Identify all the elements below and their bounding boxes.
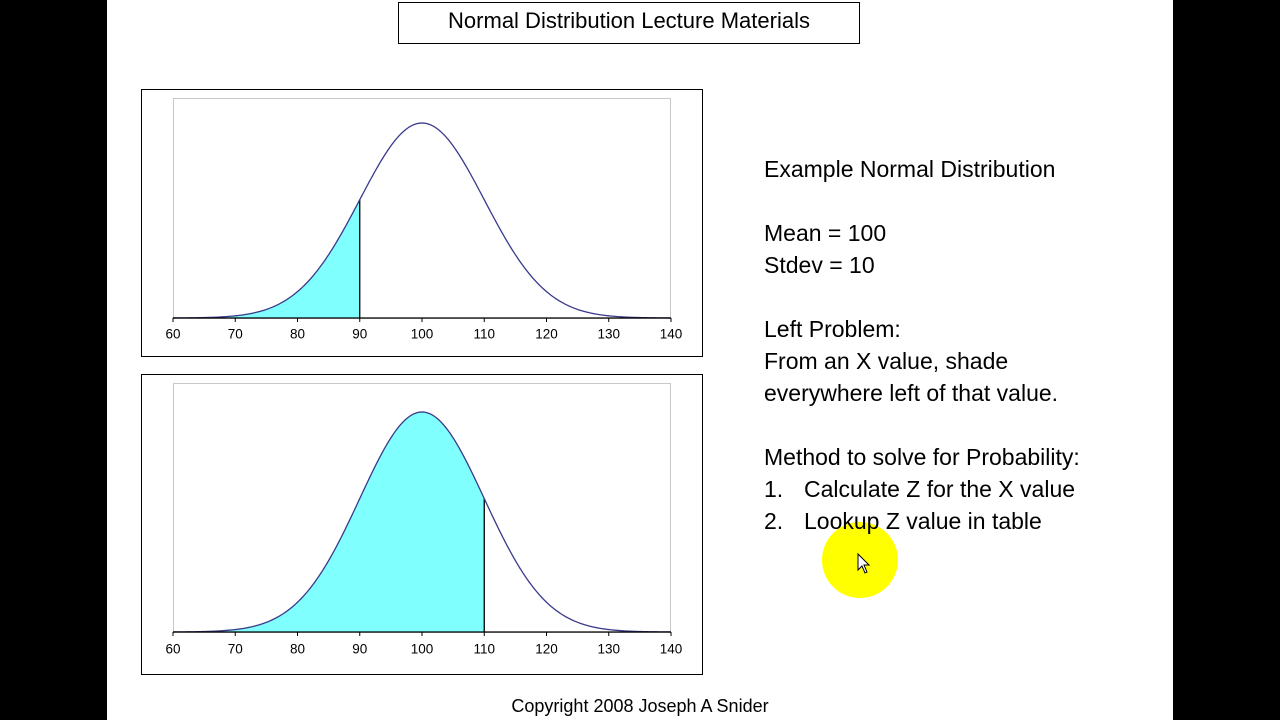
step-text: Lookup Z value in table <box>804 508 1042 534</box>
x-tick-label: 100 <box>411 642 434 657</box>
x-tick-label: 130 <box>597 642 620 657</box>
mouse-cursor <box>857 552 871 574</box>
x-tick-label: 80 <box>290 327 305 342</box>
x-tick-label: 70 <box>228 327 243 342</box>
x-tick-label: 100 <box>411 327 434 342</box>
x-tick-label: 110 <box>473 642 495 657</box>
slide-title: Normal Distribution Lecture Materials <box>448 8 810 33</box>
step-number: 2. <box>764 508 783 534</box>
density-curve <box>172 411 672 633</box>
x-tick-label: 60 <box>165 327 180 342</box>
x-tick-label: 110 <box>473 327 495 342</box>
x-tick-label: 120 <box>535 642 558 657</box>
x-tick-label: 60 <box>165 642 180 657</box>
stdev-line: Stdev = 10 <box>764 252 875 278</box>
method-heading: Method to solve for Probability: <box>764 444 1080 470</box>
shaded-area <box>173 412 485 632</box>
x-tick-label: 90 <box>352 327 367 342</box>
x-tick-label: 140 <box>660 642 683 657</box>
mean-line: Mean = 100 <box>764 220 886 246</box>
x-tick-label: 80 <box>290 642 305 657</box>
density-curve <box>173 122 671 319</box>
copyright: Copyright 2008 Joseph A Snider <box>511 696 768 716</box>
x-tick-label: 70 <box>228 642 243 657</box>
panel-heading: Example Normal Distribution <box>764 156 1055 182</box>
problem-line: From an X value, shade <box>764 348 1008 374</box>
problem-line: everywhere left of that value. <box>764 380 1058 406</box>
x-tick-label: 90 <box>352 642 367 657</box>
x-tick-label: 120 <box>535 327 558 342</box>
plot-area <box>173 98 671 319</box>
title-box <box>398 2 860 44</box>
problem-heading: Left Problem: <box>764 316 901 342</box>
x-tick-label: 140 <box>660 327 683 342</box>
x-tick-label: 130 <box>597 327 620 342</box>
shaded-area <box>173 199 360 318</box>
step-number: 1. <box>764 476 783 502</box>
step-text: Calculate Z for the X value <box>804 476 1075 502</box>
